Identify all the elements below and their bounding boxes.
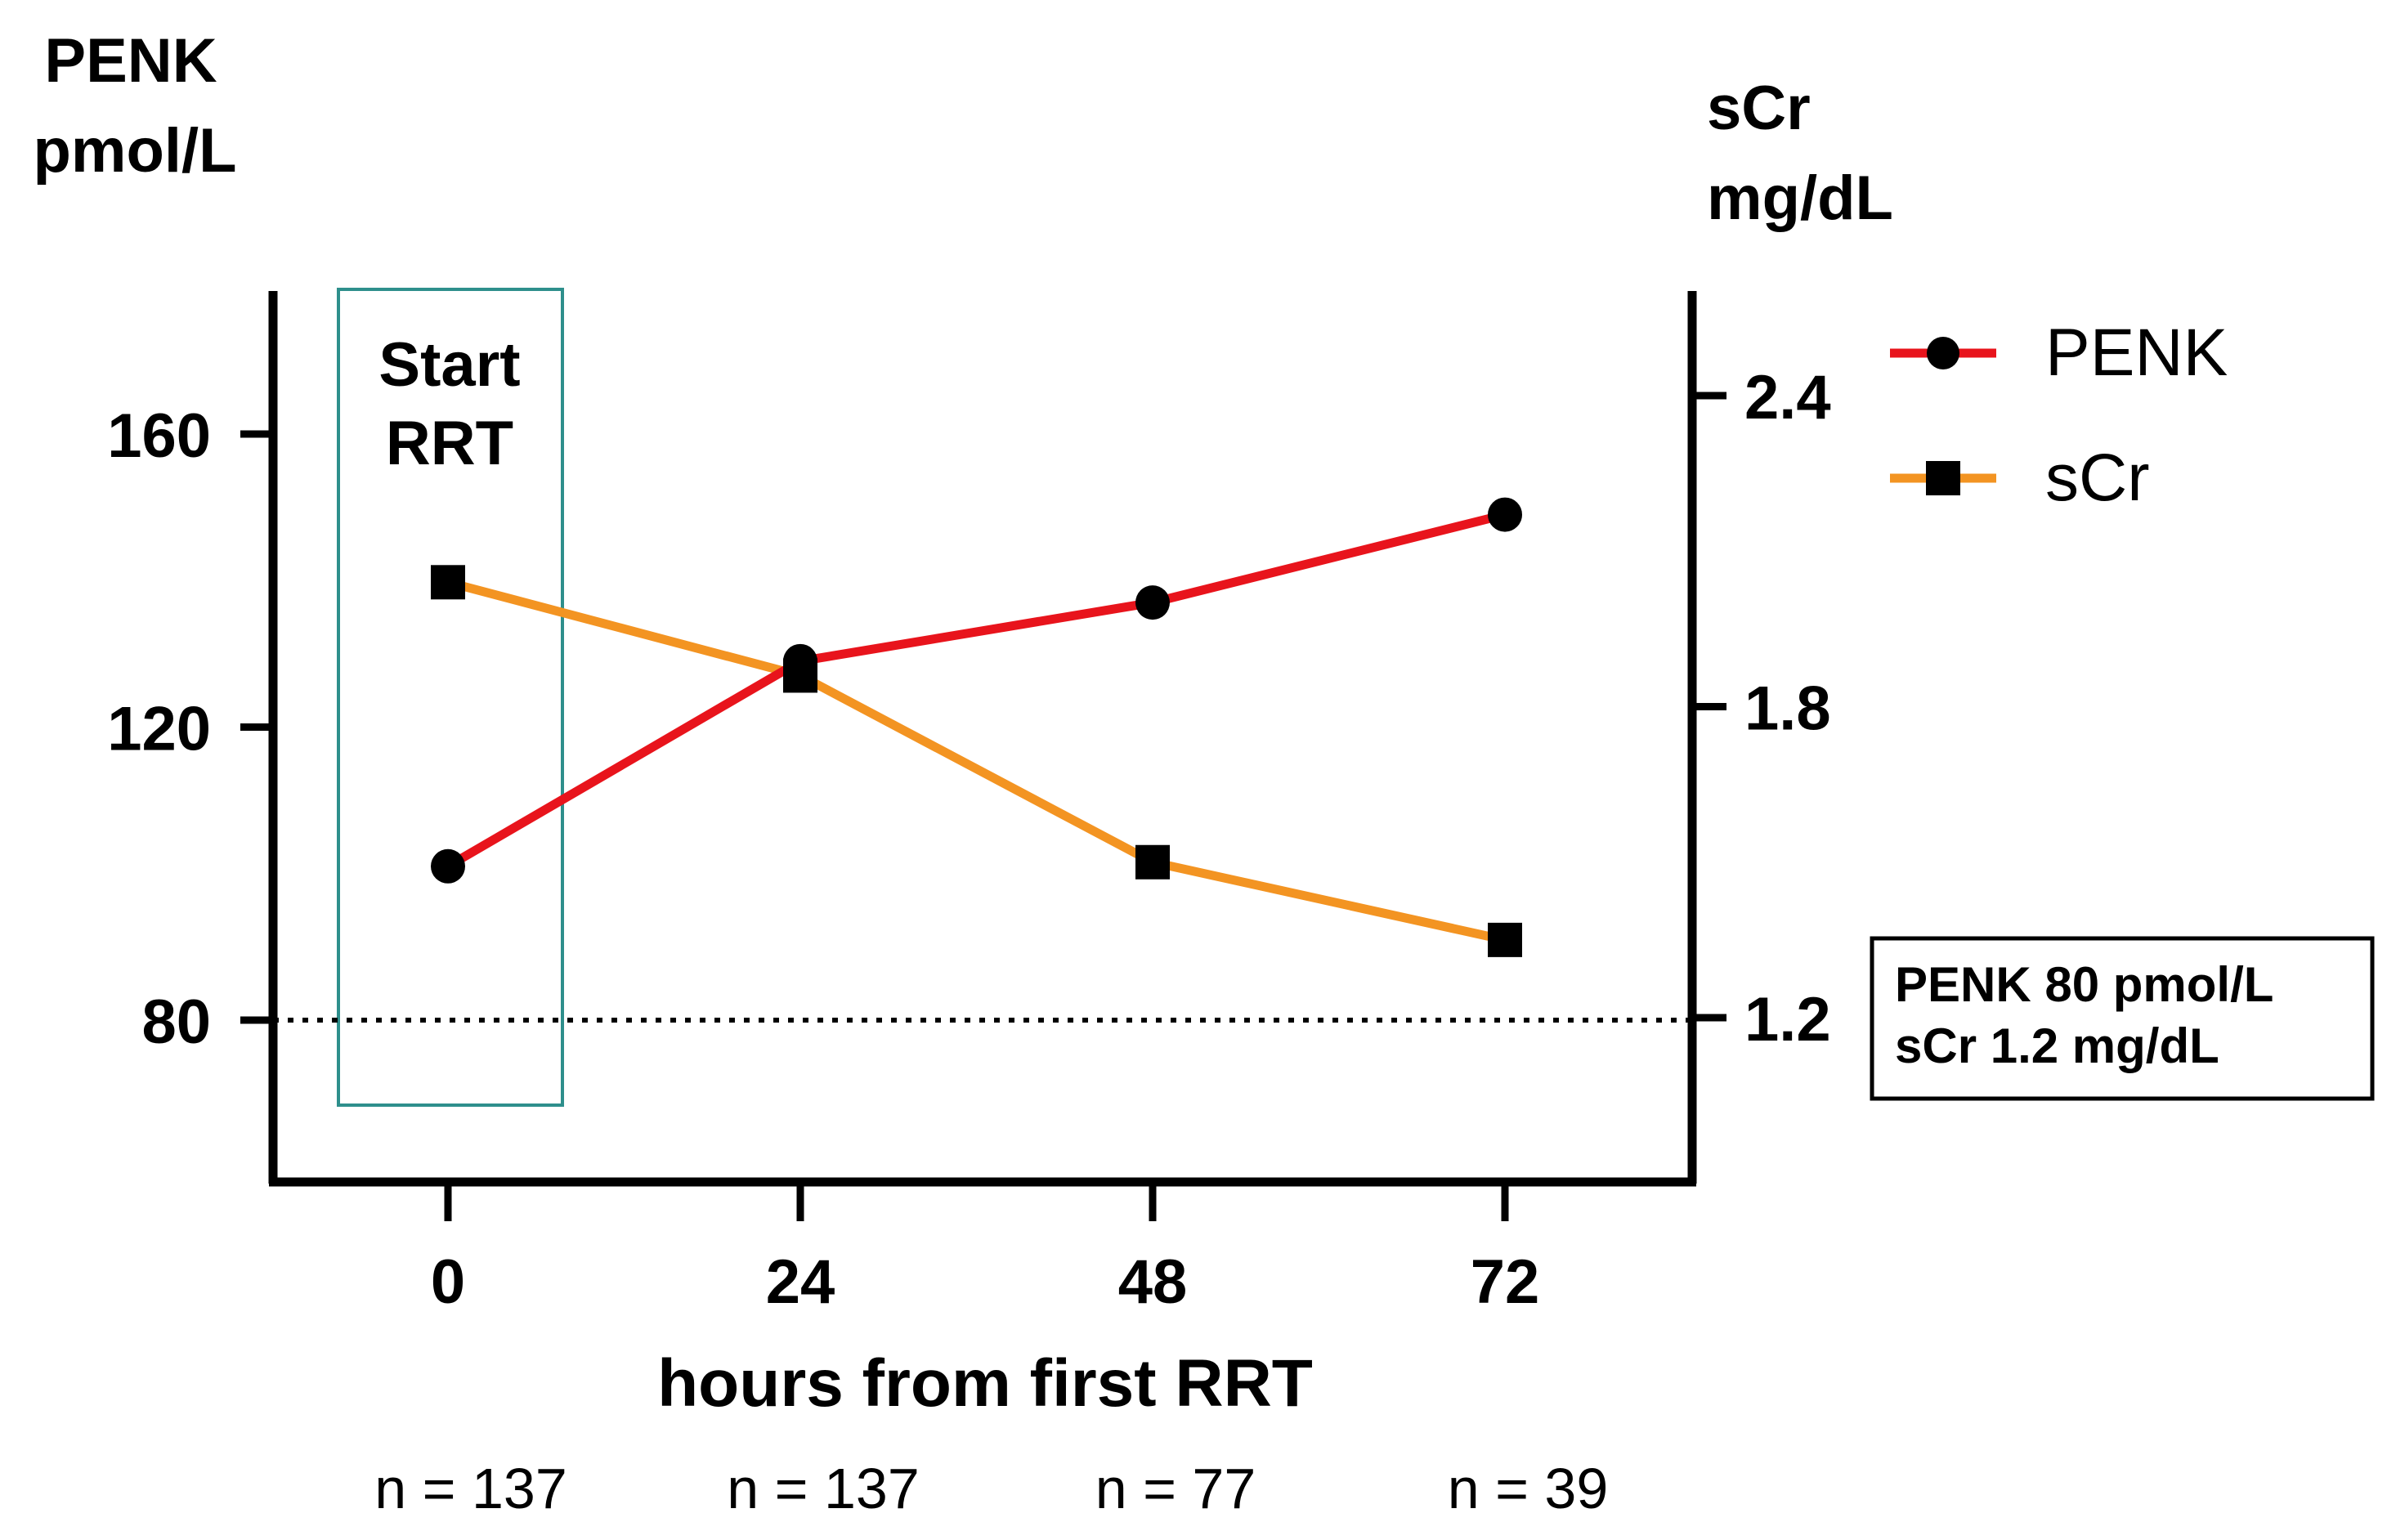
- left-ticks: 80 120 160: [107, 401, 273, 1057]
- x-tick-label: 24: [766, 1247, 835, 1317]
- x-tick-label: 0: [431, 1247, 465, 1317]
- x-tick-label: 48: [1118, 1247, 1188, 1317]
- sample-size-label: n = 137: [727, 1457, 920, 1520]
- scr-point: [1135, 844, 1170, 880]
- start-rrt-label-line1: Start: [378, 330, 520, 400]
- x-ticks: 0 24 48 72: [431, 1182, 1539, 1317]
- legend-scr-marker: [1926, 461, 1960, 495]
- legend: PENK sCr: [1890, 316, 2228, 515]
- penk-series-line: [446, 510, 1507, 871]
- scr-series-line: [446, 577, 1507, 945]
- start-rrt-box: [337, 288, 564, 1107]
- legend-penk-marker: [1927, 337, 1959, 369]
- right-axis-title-line1: sCr: [1707, 74, 1811, 143]
- right-ticks: 1.2 1.8 2.4: [1692, 363, 1831, 1054]
- reference-legend-line2: sCr 1.2 mg/dL: [1895, 1018, 2219, 1073]
- left-tick-label: 80: [141, 987, 211, 1057]
- legend-penk-label: PENK: [2045, 316, 2228, 390]
- sample-size-row: n = 137 n = 137 n = 77 n = 39: [374, 1457, 1608, 1520]
- legend-scr-label: sCr: [2045, 441, 2150, 515]
- right-axis-title-line2: mg/dL: [1707, 163, 1893, 233]
- left-tick-label: 160: [107, 401, 211, 471]
- scr-point: [1488, 922, 1522, 957]
- penk-point: [431, 848, 465, 884]
- series-layer: [431, 497, 1522, 957]
- left-tick-label: 120: [107, 695, 211, 764]
- penk-point: [1135, 585, 1170, 620]
- reference-legend-box: [1870, 936, 2375, 1101]
- right-tick-label: 2.4: [1744, 363, 1831, 432]
- right-tick-label: 1.2: [1744, 985, 1831, 1054]
- reference-legend-line1: PENK 80 pmol/L: [1895, 957, 2273, 1012]
- scr-point: [431, 565, 465, 600]
- start-rrt-label-line2: RRT: [386, 409, 513, 478]
- penk-point: [783, 643, 817, 678]
- right-tick-label: 1.8: [1744, 674, 1831, 744]
- sample-size-label: n = 137: [374, 1457, 567, 1520]
- left-axis-title-line1: PENK: [44, 26, 217, 96]
- sample-size-label: n = 39: [1448, 1457, 1609, 1520]
- penk-point: [1488, 497, 1522, 532]
- left-axis-title-line2: pmol/L: [33, 116, 236, 186]
- x-tick-label: 72: [1471, 1247, 1540, 1317]
- sample-size-label: n = 77: [1095, 1457, 1256, 1520]
- x-axis-title: hours from first RRT: [657, 1346, 1313, 1421]
